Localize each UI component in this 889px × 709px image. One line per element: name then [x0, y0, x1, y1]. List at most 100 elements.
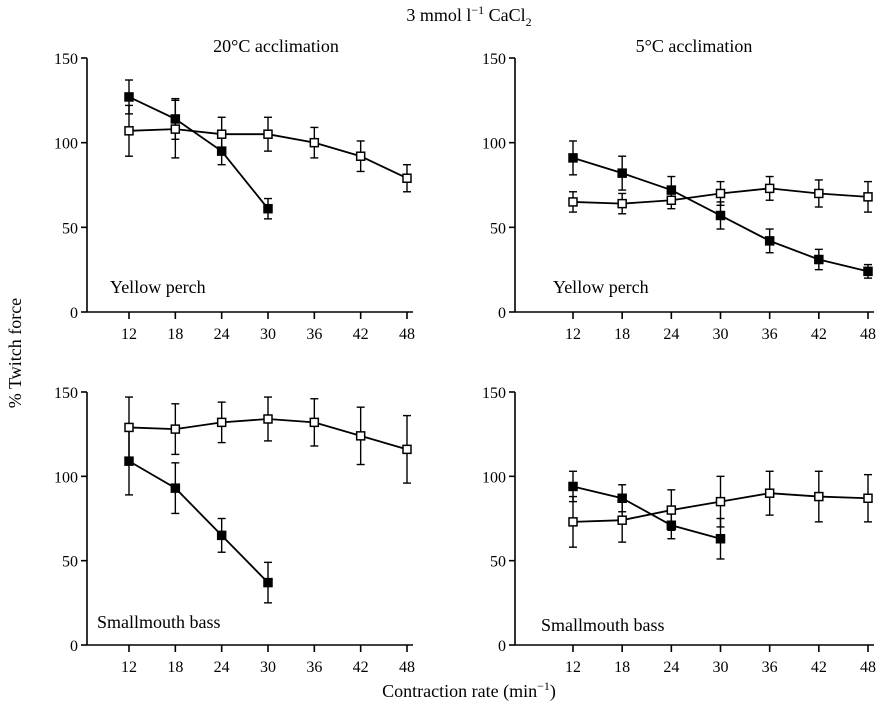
- panel-label: Smallmouth bass: [541, 615, 665, 635]
- y-tick-label: 50: [62, 220, 78, 237]
- data-point: [355, 431, 366, 441]
- filled-series: [568, 140, 873, 279]
- figure-title: 3 mmol l−1 CaCl2: [406, 3, 531, 29]
- x-axis-label: Contraction rate (min−1): [382, 679, 556, 702]
- data-point: [814, 254, 824, 265]
- x-tick-label: 24: [663, 326, 679, 343]
- data-point: [263, 129, 273, 139]
- data-point: [715, 188, 726, 199]
- data-point: [814, 491, 824, 502]
- data-point: [124, 126, 134, 136]
- data-point: [715, 210, 726, 221]
- data-point: [355, 151, 366, 161]
- data-point: [402, 444, 412, 455]
- x-tick-label: 12: [565, 326, 581, 343]
- data-point: [170, 483, 181, 493]
- x-tick-label: 36: [762, 326, 778, 343]
- x-tick-label: 42: [353, 326, 369, 343]
- data-point: [568, 481, 578, 492]
- data-point: [263, 414, 273, 424]
- open-series: [568, 470, 873, 548]
- data-point: [309, 137, 320, 148]
- data-point: [170, 124, 181, 134]
- data-point: [617, 198, 627, 209]
- column-title-5c: 5°C acclimation: [636, 36, 753, 56]
- data-point: [617, 515, 627, 525]
- y-tick-label: 150: [482, 51, 506, 68]
- panel-yellow-perch-20c: 0 50 100 150 12 18 24 30 36 42 48 Yellow perch: [54, 51, 415, 343]
- x-tick-label: 48: [399, 326, 415, 343]
- data-point: [124, 92, 134, 102]
- x-tick-label: 48: [399, 659, 415, 676]
- series-line: [128, 96, 269, 210]
- y-tick-label: 50: [62, 554, 78, 571]
- panel-label: Yellow perch: [553, 277, 649, 297]
- x-tick-label: 30: [713, 326, 729, 343]
- y-tick-label: 100: [54, 469, 78, 486]
- x-tick-label: 48: [860, 659, 876, 676]
- x-tick-label: 36: [762, 659, 778, 676]
- data-point: [863, 493, 873, 504]
- y-tick-label: 0: [70, 638, 78, 655]
- data-point: [814, 188, 824, 199]
- x-tick-label: 24: [663, 659, 679, 676]
- y-tick-label: 100: [482, 136, 506, 153]
- data-point: [666, 505, 677, 515]
- x-tick-label: 12: [121, 326, 137, 343]
- data-point: [170, 424, 181, 434]
- x-tick-label: 36: [306, 659, 322, 676]
- y-tick-label: 100: [54, 136, 78, 153]
- x-tick-label: 24: [214, 326, 230, 343]
- y-tick-label: 50: [490, 220, 506, 237]
- y-axis-label: % Twitch force: [5, 298, 25, 408]
- y-tick-label: 50: [490, 554, 506, 571]
- panel-smallmouth-bass-20c: 0 50 100 150 12 18 24 30 36 42 48 Smallmouth bass: [54, 385, 415, 676]
- open-series: [568, 175, 873, 215]
- y-tick-label: 150: [482, 385, 506, 402]
- x-tick-label: 18: [167, 659, 183, 676]
- data-point: [568, 153, 578, 163]
- x-tick-label: 36: [306, 326, 322, 343]
- data-point: [402, 173, 412, 183]
- data-point: [764, 236, 775, 246]
- series-line: [128, 460, 269, 584]
- x-tick-label: 12: [565, 659, 581, 676]
- data-point: [764, 183, 775, 194]
- y-tick-label: 0: [70, 305, 78, 322]
- x-tick-label: 42: [811, 659, 827, 676]
- x-tick-label: 42: [811, 326, 827, 343]
- filled-series: [124, 426, 273, 604]
- data-point: [216, 129, 227, 139]
- open-series: [124, 99, 412, 193]
- y-tick-label: 150: [54, 51, 78, 68]
- data-point: [263, 203, 273, 214]
- data-point: [666, 195, 677, 205]
- y-tick-label: 100: [482, 469, 506, 486]
- data-point: [263, 577, 273, 588]
- x-tick-label: 24: [214, 659, 230, 676]
- data-point: [715, 533, 726, 544]
- x-tick-label: 18: [614, 326, 630, 343]
- data-point: [863, 192, 873, 202]
- data-point: [216, 417, 227, 428]
- x-tick-label: 18: [614, 659, 630, 676]
- x-tick-label: 48: [860, 326, 876, 343]
- x-tick-label: 30: [260, 659, 276, 676]
- x-tick-label: 30: [713, 659, 729, 676]
- x-tick-label: 30: [260, 326, 276, 343]
- x-tick-label: 42: [353, 659, 369, 676]
- y-tick-label: 150: [54, 385, 78, 402]
- filled-series: [124, 79, 273, 220]
- x-tick-label: 18: [167, 326, 183, 343]
- data-point: [715, 496, 726, 507]
- panel-yellow-perch-5c: 0 50 100 150 12 18 24 30 36 42 48 Yellow perch: [482, 51, 876, 343]
- column-title-20c: 20°C acclimation: [213, 36, 339, 56]
- data-point: [764, 488, 775, 498]
- y-tick-label: 0: [498, 638, 506, 655]
- data-point: [124, 422, 134, 433]
- data-point: [863, 266, 873, 277]
- panel-label: Yellow perch: [110, 277, 206, 297]
- open-series: [124, 396, 412, 484]
- data-point: [568, 517, 578, 527]
